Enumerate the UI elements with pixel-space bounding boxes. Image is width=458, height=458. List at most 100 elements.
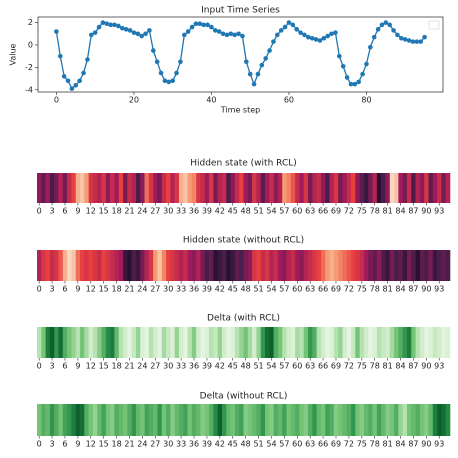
heat-cell <box>67 404 72 436</box>
heat-cell <box>226 327 231 358</box>
point <box>127 28 133 33</box>
heat-cell <box>183 173 188 203</box>
chart-title: Hidden state (with RCL) <box>190 159 297 169</box>
heat-cell <box>329 327 335 358</box>
heat-cell <box>221 250 227 281</box>
heat-cell <box>135 250 141 281</box>
heat-cell <box>260 173 266 203</box>
point <box>364 61 369 67</box>
heat-cell <box>135 404 141 436</box>
heat-cell <box>432 327 438 358</box>
heat-cell <box>355 173 360 203</box>
x-tick-label: 30 <box>163 362 173 371</box>
heat-cell <box>58 173 64 203</box>
x-tick-label: 12 <box>86 285 96 294</box>
heat-cell <box>84 404 89 436</box>
heat-cell <box>368 250 373 281</box>
heat-cell <box>161 404 167 436</box>
point <box>162 78 168 84</box>
heat-cell <box>273 173 279 203</box>
point <box>220 31 226 37</box>
heat-cell <box>389 250 395 281</box>
heat-cell <box>372 173 378 203</box>
heat-cell <box>153 327 158 358</box>
heat-cell <box>398 327 403 358</box>
heat-cell <box>144 327 150 358</box>
heat-cell <box>37 250 42 281</box>
point <box>61 74 67 79</box>
heat-cell <box>161 250 167 281</box>
heat-cell <box>355 404 360 436</box>
heat-cell <box>428 250 434 281</box>
x-tick-label: 36 <box>189 285 199 294</box>
heat-cell <box>394 404 399 436</box>
x-tick-label: 30 <box>163 440 173 449</box>
point <box>329 31 334 37</box>
y-tick-label: -4 <box>25 85 33 94</box>
heat-cell <box>282 173 287 203</box>
heat-cell <box>191 404 197 436</box>
heat-cell <box>157 404 163 436</box>
point <box>197 21 203 27</box>
heat-cell <box>67 173 72 203</box>
heat-cell <box>363 173 369 203</box>
x-tick-label: 84 <box>395 207 405 216</box>
heat-cell <box>355 327 360 358</box>
x-tick-label: 63 <box>305 440 315 449</box>
heat-cell <box>84 173 89 203</box>
x-tick-label: 21 <box>124 362 134 371</box>
x-tick-label: 3 <box>50 207 55 216</box>
x-tick-label: 87 <box>408 362 418 371</box>
heat-cell <box>247 250 253 281</box>
heat-cell <box>363 404 369 436</box>
heat-cell <box>140 173 145 203</box>
y-tick-label: -2 <box>25 63 33 72</box>
x-tick-label: 48 <box>241 207 251 216</box>
heat-cell <box>217 250 223 281</box>
x-tick-label: 72 <box>344 207 354 216</box>
heat-cell <box>209 327 214 358</box>
x-tick-label: 87 <box>408 285 418 294</box>
heat-cell <box>191 250 197 281</box>
heat-cell <box>398 250 403 281</box>
heat-cell <box>385 404 391 436</box>
heat-cell <box>437 250 442 281</box>
heat-cell <box>406 404 412 436</box>
heat-cell <box>376 404 382 436</box>
heat-cell <box>92 173 98 203</box>
heat-cell <box>153 250 158 281</box>
heat-cell <box>80 250 85 281</box>
heat-cell <box>183 250 188 281</box>
heat-cell <box>230 250 236 281</box>
point <box>259 62 265 68</box>
heat-cell <box>295 173 300 203</box>
heat-cell <box>338 173 343 203</box>
heat-cell <box>299 173 305 203</box>
x-tick-label: 57 <box>279 362 289 371</box>
heat-cell <box>303 173 309 203</box>
heat-cell <box>62 327 68 358</box>
heat-cell <box>105 404 111 436</box>
heat-cell <box>97 250 102 281</box>
x-tick-label: 57 <box>279 285 289 294</box>
heat-cell <box>144 173 150 203</box>
heat-cell <box>200 404 206 436</box>
heat-cell <box>153 173 158 203</box>
point <box>371 34 377 40</box>
heat-cell <box>346 327 352 358</box>
heat-cell <box>273 250 279 281</box>
x-tick-label: 36 <box>189 207 199 216</box>
point <box>410 39 416 44</box>
heat-cell <box>329 404 335 436</box>
chart-title: Delta (with RCL) <box>207 314 280 324</box>
heat-cell <box>174 327 180 358</box>
heat-cell <box>217 173 223 203</box>
heat-cell <box>277 173 283 203</box>
heat-cell <box>437 327 442 358</box>
heat-cell <box>243 250 249 281</box>
heat-cell <box>368 404 373 436</box>
heat-cell <box>316 250 322 281</box>
x-tick-label: 60 <box>292 440 302 449</box>
heat-cell <box>269 404 274 436</box>
heat-cell <box>234 327 240 358</box>
